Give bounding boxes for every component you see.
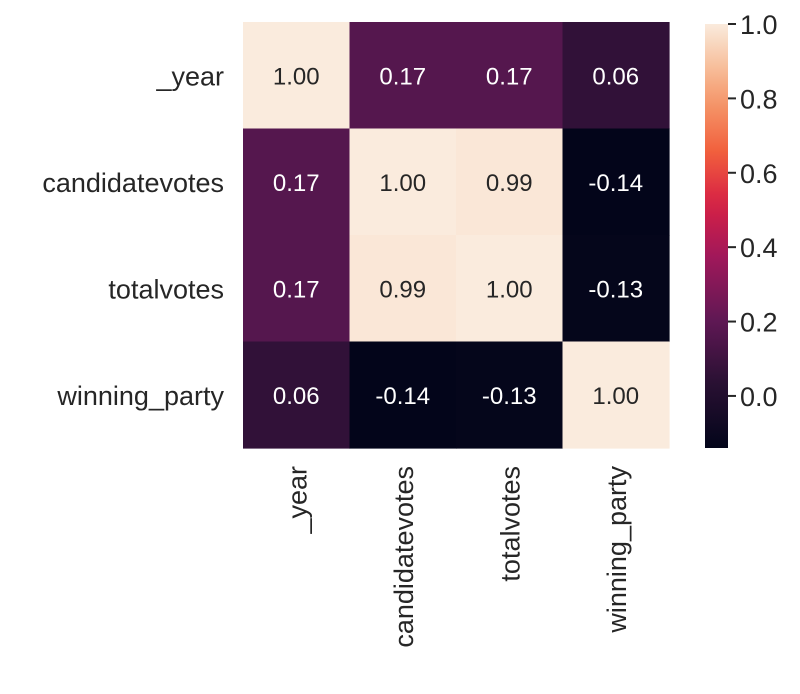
heatmap-cell [562, 341, 670, 449]
cell-value-label: 1.00 [592, 383, 639, 410]
colorbar-tick-label: 0.8 [740, 84, 778, 114]
cell-value-label: -0.14 [375, 383, 430, 410]
y-tick-labels: _year candidatevotes totalvotes winning_par… [42, 61, 224, 411]
heatmap-cells: 1.00 0.17 0.17 0.06 0.17 1.00 0.99 -0.14 0.17 0.9… [243, 22, 670, 449]
heatmap-cell [456, 235, 564, 343]
colorbar: 0.0 0.2 0.4 0.6 0.8 1.0 [705, 10, 778, 448]
colorbar-tick-label: 0.4 [740, 233, 778, 263]
colorbar-gradient [705, 24, 728, 448]
heatmap-cell [349, 341, 457, 449]
colorbar-tick-label: 0.2 [740, 308, 778, 338]
y-tick-label: candidatevotes [42, 168, 224, 198]
x-tick-labels: _year candidatevotes totalvotes winning_par… [282, 466, 632, 648]
cell-value-label: -0.14 [588, 170, 643, 197]
cell-value-label: 0.17 [273, 170, 320, 197]
cell-value-label: 1.00 [379, 170, 426, 197]
heatmap-cell [562, 128, 670, 236]
y-tick-label: _year [155, 61, 224, 91]
y-tick-label: winning_party [56, 381, 224, 411]
x-tick-label: candidatevotes [389, 466, 419, 648]
colorbar-tick-label: 0.0 [740, 382, 778, 412]
cell-value-label: 1.00 [273, 63, 320, 90]
colorbar-ticks: 0.0 0.2 0.4 0.6 0.8 1.0 [728, 10, 778, 412]
cell-value-label: 0.99 [486, 170, 533, 197]
heatmap-cell [456, 341, 564, 449]
y-tick-label: totalvotes [108, 274, 224, 304]
heatmap-cell [243, 341, 351, 449]
heatmap-cell [243, 128, 351, 236]
cell-value-label: -0.13 [482, 383, 537, 410]
heatmap-cell [243, 22, 351, 130]
heatmap-cell [456, 128, 564, 236]
heatmap-cell [243, 235, 351, 343]
cell-value-label: 0.99 [379, 276, 426, 303]
heatmap-cell [456, 22, 564, 130]
x-tick-label: totalvotes [495, 466, 525, 582]
cell-value-label: 1.00 [486, 276, 533, 303]
colorbar-tick-label: 0.6 [740, 159, 778, 189]
cell-value-label: 0.17 [273, 276, 320, 303]
heatmap-cell [562, 22, 670, 130]
cell-value-label: 0.17 [379, 63, 426, 90]
cell-value-label: 0.06 [592, 63, 639, 90]
heatmap-cell [562, 235, 670, 343]
cell-value-label: 0.06 [273, 383, 320, 410]
heatmap-cell [349, 128, 457, 236]
x-tick-label: winning_party [602, 466, 632, 634]
heatmap-cell [349, 22, 457, 130]
heatmap-cell [349, 235, 457, 343]
cell-value-label: -0.13 [588, 276, 643, 303]
x-tick-label: _year [282, 466, 312, 535]
cell-value-label: 0.17 [486, 63, 533, 90]
colorbar-tick-label: 1.0 [740, 10, 778, 40]
